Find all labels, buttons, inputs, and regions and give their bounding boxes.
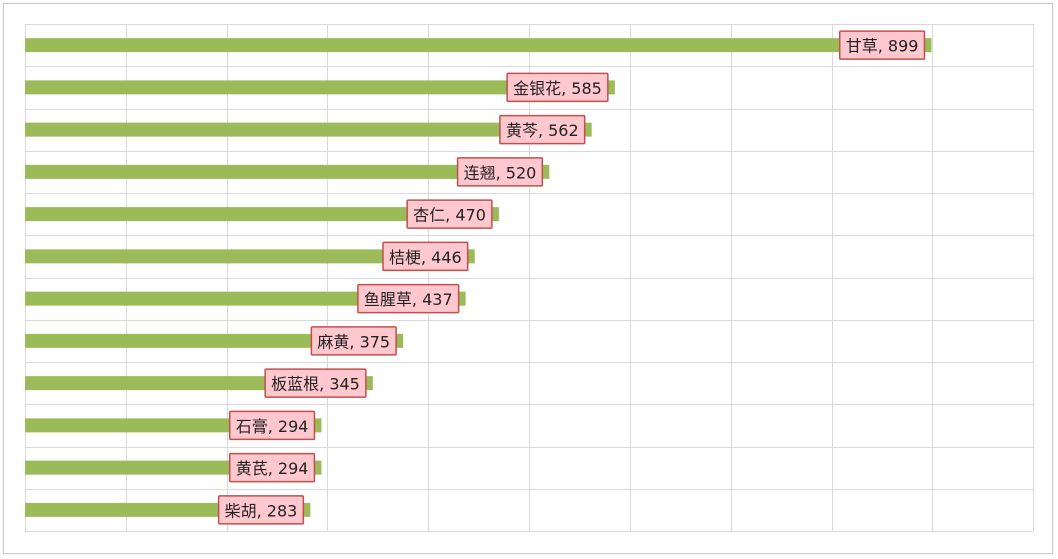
data-label-甘草: 甘草, 899 xyxy=(838,30,926,60)
data-label-box xyxy=(499,114,586,145)
data-label-黄芪: 黄芪, 294 xyxy=(228,452,316,483)
data-label-text: 石膏, 294 xyxy=(236,417,309,436)
data-label-text: 柴胡, 283 xyxy=(225,501,298,520)
data-label-text: 金银花, 585 xyxy=(513,79,602,98)
bar-鱼腥草 xyxy=(25,291,466,306)
bar-杏仁 xyxy=(25,207,499,222)
data-label-box xyxy=(456,157,544,187)
data-label-连翘: 连翘, 520 xyxy=(456,157,544,187)
bar-甘草 xyxy=(25,38,932,53)
bar-麻黄 xyxy=(25,333,404,348)
bar-黄芩 xyxy=(25,122,592,137)
data-label-text: 板蓝根, 345 xyxy=(271,375,360,394)
data-label-鱼腥草: 鱼腥草, 437 xyxy=(357,283,460,314)
data-label-box xyxy=(217,495,305,525)
data-label-box xyxy=(838,30,926,60)
data-label-text: 麻黄, 375 xyxy=(317,332,390,351)
data-label-桔梗: 桔梗, 446 xyxy=(382,241,469,272)
bar-桔梗 xyxy=(25,249,475,264)
data-label-text: 杏仁, 470 xyxy=(413,206,486,225)
data-label-box xyxy=(406,199,493,229)
data-label-text: 桔梗, 446 xyxy=(389,248,462,267)
data-label-板蓝根: 板蓝根, 345 xyxy=(264,368,367,398)
data-label-石膏: 石膏, 294 xyxy=(228,410,316,441)
data-label-box xyxy=(264,368,367,398)
data-label-box xyxy=(228,452,316,483)
data-label-box xyxy=(506,72,609,103)
data-label-黄芩: 黄芩, 562 xyxy=(499,114,586,145)
data-label-box xyxy=(357,283,460,314)
data-label-box xyxy=(310,326,397,356)
data-label-text: 黄芪, 294 xyxy=(236,459,309,478)
data-labels: 甘草, 899 金银花, 585 黄芩, 562 连翘, 520 杏仁, 470 桔梗, … xyxy=(217,30,926,525)
data-label-text: 甘草, 899 xyxy=(846,37,919,56)
bar-连翘 xyxy=(25,164,550,179)
data-label-text: 黄芩, 562 xyxy=(506,121,579,140)
data-label-text: 鱼腥草, 437 xyxy=(364,290,453,309)
data-label-金银花: 金银花, 585 xyxy=(506,72,609,103)
gridlines xyxy=(25,24,1034,532)
data-label-麻黄: 麻黄, 375 xyxy=(310,326,397,356)
bar-金银花 xyxy=(25,80,615,95)
data-label-box xyxy=(382,241,469,272)
data-label-杏仁: 杏仁, 470 xyxy=(406,199,493,229)
data-label-text: 连翘, 520 xyxy=(464,163,537,182)
data-label-柴胡: 柴胡, 283 xyxy=(217,495,305,525)
data-label-box xyxy=(228,410,316,441)
